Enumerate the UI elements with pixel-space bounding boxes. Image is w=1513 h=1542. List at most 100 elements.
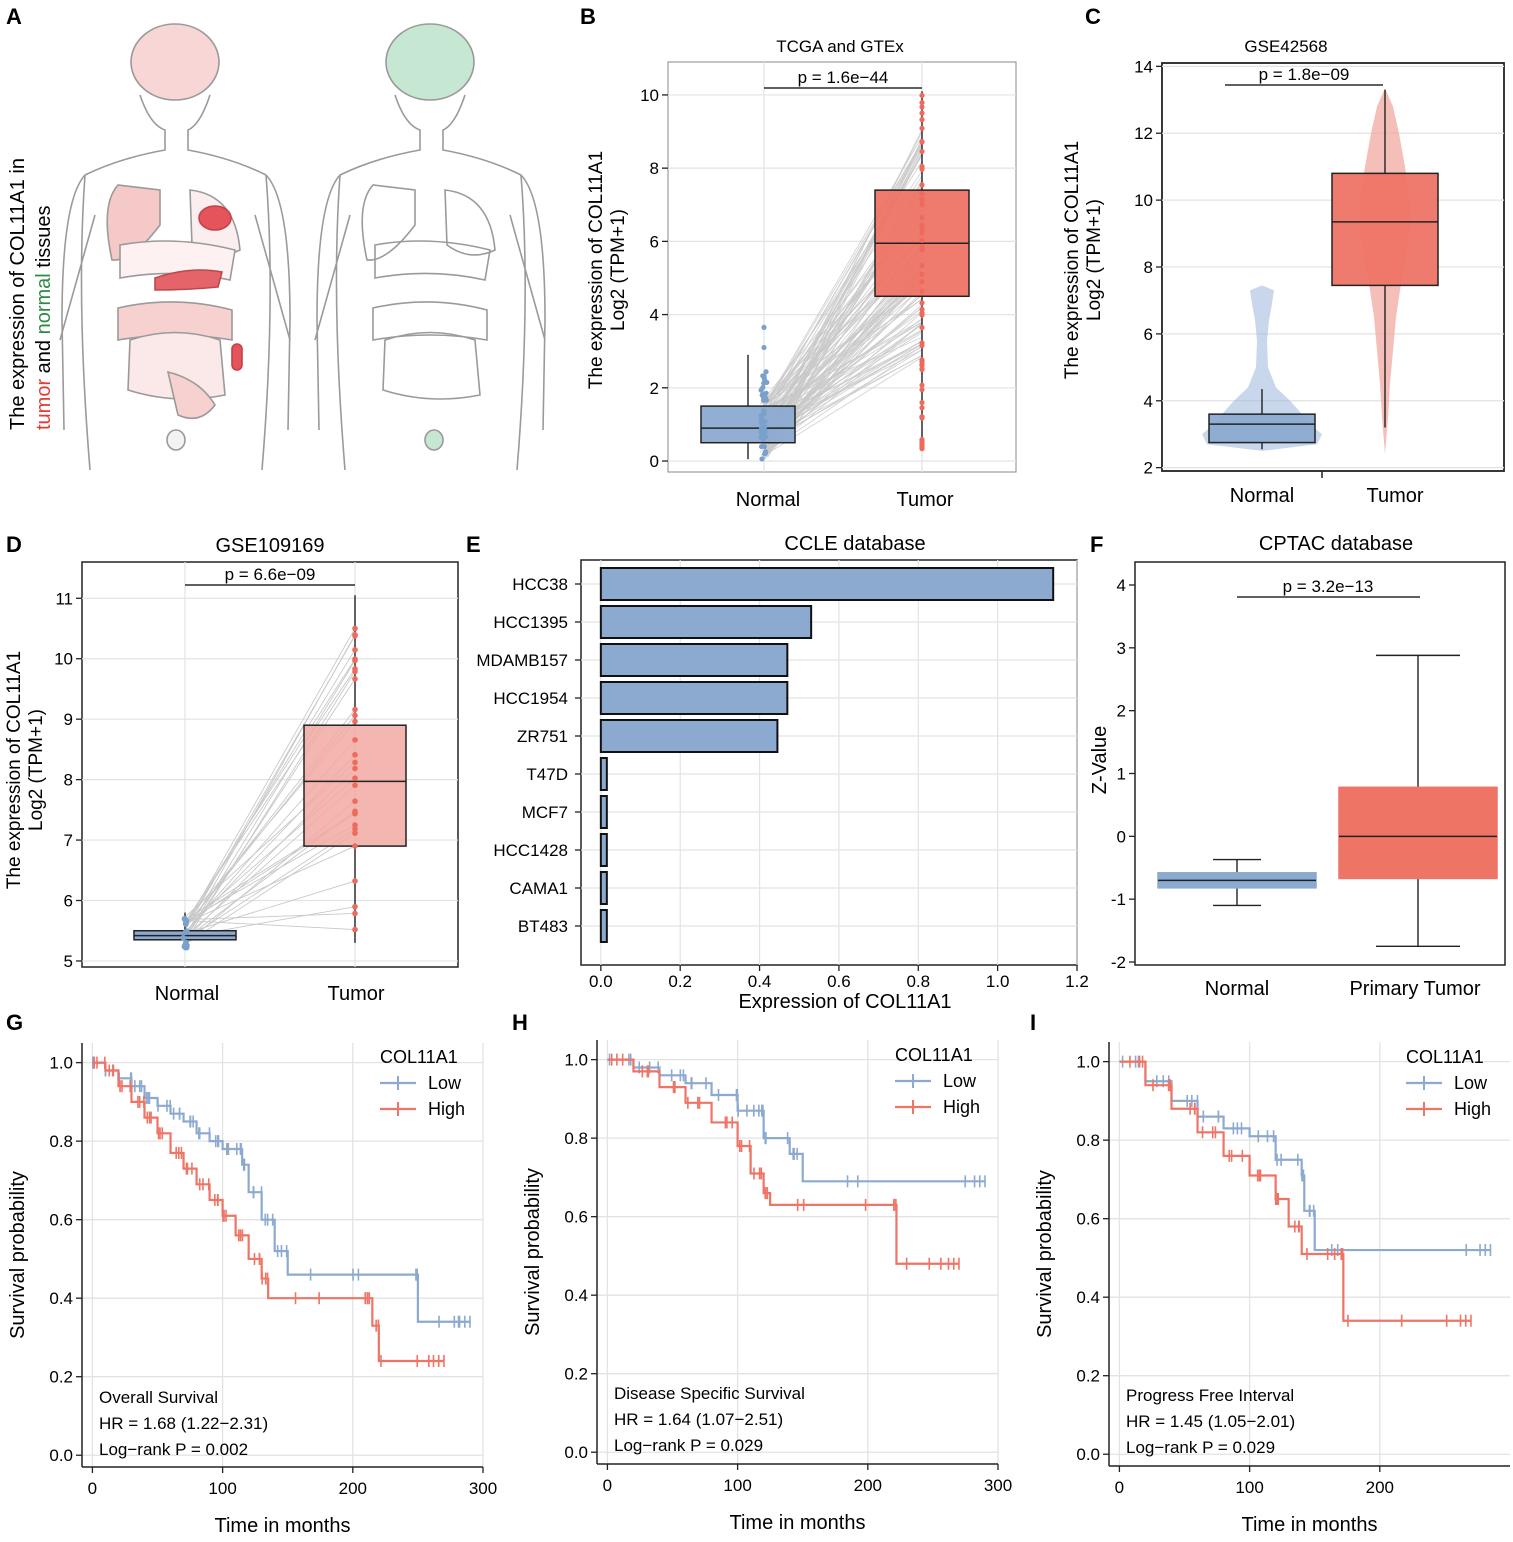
panel-i-plot: 0 100 200 0.0 0.2 0.4 0.6 0.8 1.0 Time in months S… [1034,1042,1510,1536]
km-curve-high [607,1058,959,1265]
km-curve-high [92,1061,444,1363]
pair-line [184,832,356,946]
panel-c-xtick-normal: Normal [1230,485,1294,507]
point-tumor [919,247,925,253]
ytick-label: 6 [64,892,73,911]
panel-h-annotation-2: HR = 1.64 (1.07−2.51) [614,1410,783,1429]
ytick-label: 4 [1117,576,1126,595]
point-normal [760,436,767,443]
panel-c-p-value: p = 1.8e−09 [1259,65,1350,84]
point-tumor [919,362,925,368]
xtick-label: 0.0 [589,972,613,991]
ytick-label: 1.0 [564,1051,588,1070]
ytick-label: 2 [650,379,659,398]
xtick-label: 1.0 [986,972,1010,991]
category-label: HCC1428 [493,841,568,860]
point-normal [761,408,767,414]
panel-g: G 0 100 200 300 0.0 0.2 0.4 0.6 0.8 1.0 Time in mo… [6,1010,497,1537]
panel-f-ylabel: Z-Value [1089,726,1111,795]
xtick-label: 1.2 [1065,972,1089,991]
brain-normal [385,23,475,101]
panel-d-p-value: p = 6.6e−09 [225,565,316,584]
ytick-label: -1 [1111,890,1126,909]
point-tumor [352,826,358,832]
lung-right-normal [444,189,496,256]
panel-b-ylabel-line2: Log2 (TPM+1) [608,209,629,331]
prostate-tumor [166,429,186,451]
ytick-label: 4 [1144,392,1153,411]
xtick-label: 300 [469,1479,497,1498]
point-tumor [919,215,925,221]
panel-letter-a: A [6,4,22,29]
point-tumor [919,342,925,349]
panel-c-p-bracket: p = 1.8e−09 [1225,65,1383,86]
xtick-label: 0 [603,1476,612,1495]
ylabel-normal-word: normal [33,273,55,334]
ytick-label: 0.6 [1076,1210,1100,1229]
point-normal [761,344,767,351]
ytick-label: 4 [650,306,659,325]
panel-d-yticks: 5 6 7 8 9 10 11 [54,589,82,971]
point-tumor [919,222,925,228]
intestine-tumor [127,331,226,400]
point-tumor [919,201,925,207]
ytick-label: 9 [64,710,73,729]
point-tumor [919,182,925,188]
panel-e-xlabel: Expression of COL11A1 [738,991,951,1013]
panel-d-xtick-tumor: Tumor [327,983,384,1005]
point-tumor [352,676,358,682]
ytick-label: 0.4 [49,1289,73,1308]
panel-a-ylabel-line2: tumor and normal tissues [33,205,55,430]
bar-bt483 [599,909,608,943]
xtick-label: 0.8 [906,972,930,991]
point-tumor [919,230,925,236]
ytick-label: 8 [1144,258,1153,277]
point-tumor [919,138,925,145]
pair-line [184,913,356,921]
panel-d-ylabel-line1: The expression of COL11A1 [4,651,25,889]
panel-b-p-bracket: p = 1.6e−44 [764,68,922,89]
ytick-label: 0.4 [564,1286,588,1305]
panel-h: H 0 100 200 300 0.0 0.2 0.4 0.6 0.8 1.0 Time in mo… [512,1010,1012,1534]
xtick-label: 100 [1235,1478,1263,1497]
ytick-label: 0.4 [1076,1288,1100,1307]
panel-h-annotation-3: Log−rank P = 0.029 [614,1436,763,1455]
point-tumor [352,843,358,849]
point-tumor [919,279,925,285]
panel-d-plot-area [81,561,459,968]
legend-label-low: Low [428,1073,462,1093]
panel-e-xticks: 0.0 0.2 0.4 0.6 0.8 1.0 1.2 [589,965,1089,991]
panel-f-p-bracket: p = 3.2e−13 [1237,577,1420,598]
ytick-label: 8 [650,159,659,178]
point-normal [180,934,187,941]
ytick-label: -2 [1111,953,1126,972]
ytick-label: 0.2 [1076,1367,1100,1386]
panel-c-yticks: 2 4 6 8 10 12 14 [1134,57,1162,478]
ytick-label: 0.0 [1076,1445,1100,1464]
panel-b-title: TCGA and GTEx [776,37,904,56]
point-normal [758,443,765,450]
point-tumor [919,357,925,363]
panel-c-xtick-tumor: Tumor [1366,485,1423,507]
body-outline-tumor [61,94,291,431]
category-label: MCF7 [522,803,568,822]
point-normal [758,387,764,393]
point-normal [758,412,764,419]
point-normal [184,942,190,949]
point-tumor [919,110,925,116]
panel-b-xtick-normal: Normal [736,489,800,511]
point-normal [763,369,769,375]
panel-d-title: GSE109169 [216,535,325,557]
panel-letter-d: D [6,532,22,557]
ytick-label: 2 [1117,702,1126,721]
prostate-normal [424,429,444,451]
panel-b-boxes [700,91,970,460]
body-diagram-normal [314,23,546,471]
point-tumor [352,666,358,672]
point-tumor [919,164,925,170]
ytick-label: 0.6 [49,1211,73,1230]
point-tumor [919,387,925,393]
point-tumor [919,104,925,110]
xtick-label: 0 [1115,1478,1124,1497]
panel-i-annotation-1: Progress Free Interval [1126,1386,1294,1405]
